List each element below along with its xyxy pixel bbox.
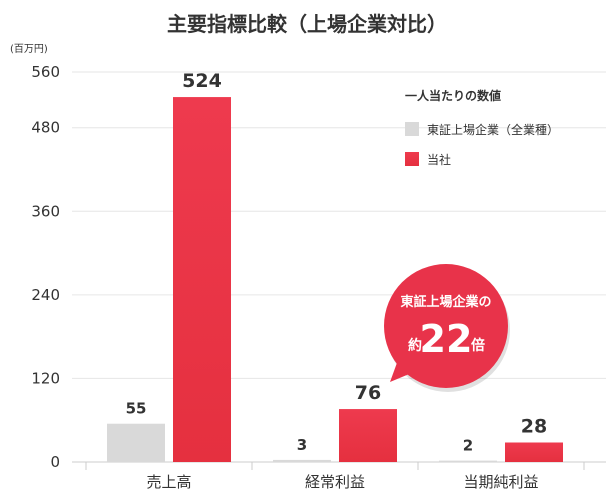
grid-layer: 0 120 240 360 480 560 [31,63,606,471]
data-label: 3 [297,436,307,454]
callout-suffix: 倍 [471,337,485,354]
data-label: 524 [182,70,222,92]
legend-swatch [405,122,419,136]
y-tick-label: 480 [31,119,60,137]
data-label: 28 [521,416,547,438]
legend-label: 当社 [427,152,451,167]
data-label: 2 [463,437,473,455]
chart-title: 主要指標比較（上場企業対比） [167,12,447,36]
x-tick-label: 経常利益 [305,473,365,491]
legend-swatch [405,152,419,166]
y-tick-label: 360 [31,202,60,220]
legend-title: 一人当たりの数値 [405,88,501,103]
bar [173,97,231,463]
bar [107,423,165,462]
callout-circle [384,264,508,388]
y-tick-label: 240 [31,286,60,304]
data-label: 76 [355,382,381,404]
x-tick-label: 売上高 [146,473,191,491]
y-tick-label: 120 [31,369,60,387]
y-axis-unit: (百万円) [10,44,48,55]
callout-tail [390,360,414,382]
callout-number: 22 [420,317,473,361]
y-tick-label: 560 [31,63,60,81]
y-tick-label: 0 [50,453,60,471]
bar [439,460,497,463]
labels-layer: 55 524 売上高 3 76 経常利益 2 28 当期純利益 [126,70,548,491]
bars-layer [107,97,563,463]
callout-prefix: 約 [408,337,422,354]
legend-label: 東証上場企業（全業種） [427,122,559,137]
bar [273,459,331,462]
data-label: 55 [126,400,147,418]
callout-line1: 東証上場企業の [400,294,491,310]
bar [505,442,563,462]
bar [339,409,397,462]
x-tick-label: 当期純利益 [463,473,538,491]
